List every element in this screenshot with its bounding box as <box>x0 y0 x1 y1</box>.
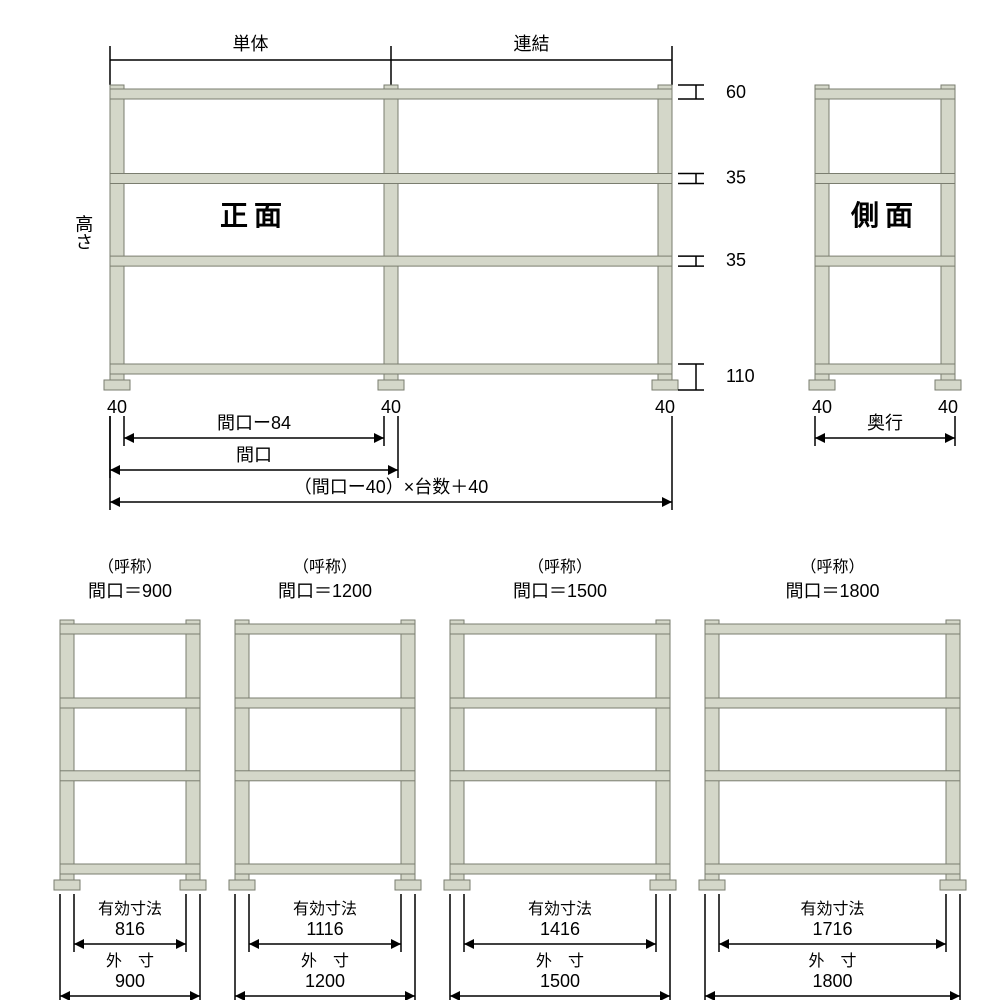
variant-eff-label: 有効寸法 <box>528 900 592 918</box>
variant-outer-label: 外 寸 <box>301 952 349 970</box>
label-link: 連結 <box>514 34 550 54</box>
variant-outer: 1800 <box>812 971 852 991</box>
variant-eff-label: 有効寸法 <box>98 900 162 918</box>
top-front-diagram: 単体 連結高さ 正面 60 35 35 110 40 40 40 間口ー84 間口 （間口ー40）×台数… <box>73 34 754 510</box>
variant-nominal-title: （呼称） <box>293 558 357 576</box>
variant-nominal: 間口＝1200 <box>278 581 372 601</box>
variant-eff: 1116 <box>306 919 343 939</box>
variant-outer: 1500 <box>540 971 580 991</box>
variant-outer: 1200 <box>305 971 345 991</box>
variant-outer-label: 外 寸 <box>536 952 584 970</box>
variant-nominal-title: （呼称） <box>528 558 592 576</box>
variant-eff-label: 有効寸法 <box>293 900 357 918</box>
dim-60: 60 <box>726 82 746 102</box>
variant-900: （呼称） 間口＝900 有効寸法816 外 寸900 <box>54 558 206 1000</box>
variant-1500: （呼称） 間口＝1500 有効寸法1416 外 寸1500 <box>444 558 676 1000</box>
variant-eff: 1716 <box>812 919 852 939</box>
variant-nominal: 間口＝900 <box>88 581 172 601</box>
variant-outer: 900 <box>115 971 145 991</box>
dim-total: （間口ー40）×台数＋40 <box>294 477 489 497</box>
svg-text:40: 40 <box>655 397 675 417</box>
svg-text:40: 40 <box>812 397 832 417</box>
label-side: 側面 <box>850 200 919 231</box>
variant-nominal-title: （呼称） <box>800 558 864 576</box>
variant-eff: 816 <box>115 919 145 939</box>
variant-nominal-title: （呼称） <box>98 558 162 576</box>
svg-text:35: 35 <box>726 167 746 187</box>
variant-1800: （呼称） 間口＝1800 有効寸法1716 外 寸1800 <box>699 558 966 1000</box>
dim-span: 間口 <box>236 445 272 465</box>
dim-depth: 奥行 <box>867 413 903 433</box>
label-single: 単体 <box>233 34 269 54</box>
variant-1200: （呼称） 間口＝1200 有効寸法1116 外 寸1200 <box>229 558 421 1000</box>
svg-text:35: 35 <box>726 250 746 270</box>
variant-eff-label: 有効寸法 <box>800 900 864 918</box>
variant-outer-label: 外 寸 <box>106 952 154 970</box>
variant-nominal: 間口＝1500 <box>513 581 607 601</box>
top-side-diagram: 側面 40 40 奥行 <box>809 85 961 446</box>
variant-eff: 1416 <box>540 919 580 939</box>
dim-inner-span: 間口ー84 <box>217 413 291 433</box>
variant-nominal: 間口＝1800 <box>785 581 879 601</box>
label-front: 正面 <box>220 200 288 231</box>
dim-110: 110 <box>726 366 755 386</box>
svg-text:40: 40 <box>381 397 401 417</box>
svg-text:40: 40 <box>938 397 958 417</box>
label-height: 高さ <box>73 214 93 250</box>
variant-outer-label: 外 寸 <box>808 952 856 970</box>
svg-text:40: 40 <box>107 397 127 417</box>
